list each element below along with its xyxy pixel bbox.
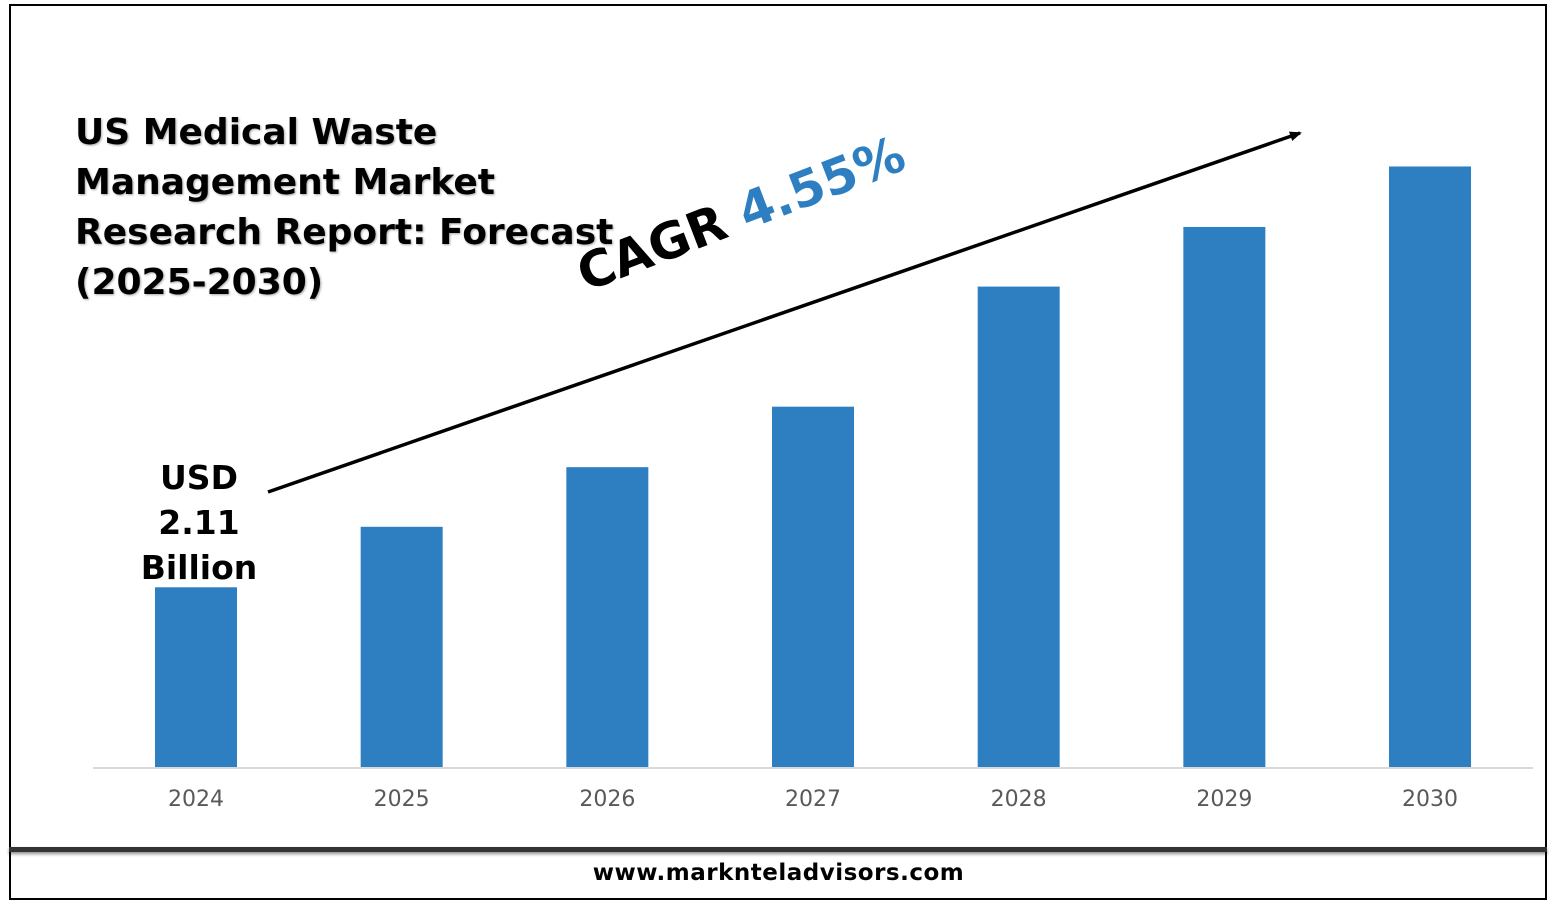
x-tick-label: 2030 <box>1402 787 1458 812</box>
bar-2024 <box>155 587 237 767</box>
x-tick-labels: 2024 2025 2026 2027 2028 2029 2030 <box>168 787 1458 812</box>
first-value-line: Billion <box>140 548 258 587</box>
footer-divider <box>9 847 1547 852</box>
x-tick-label: 2028 <box>991 787 1047 812</box>
bar-2030 <box>1389 166 1472 768</box>
bar-2028 <box>977 286 1060 767</box>
footer-url: www.marknteladvisors.com <box>592 860 965 886</box>
x-tick-label: 2024 <box>168 787 224 812</box>
first-value-line: 2.11 <box>158 503 240 542</box>
bars-group <box>155 166 1472 768</box>
x-tick-label: 2029 <box>1196 787 1252 812</box>
cagr-trend-arrow <box>267 131 1302 494</box>
bar-2029 <box>1183 226 1266 767</box>
x-tick-label: 2027 <box>785 787 841 812</box>
x-tick-label: 2026 <box>579 787 635 812</box>
bar-2026 <box>566 467 649 767</box>
bar-2027 <box>772 406 855 767</box>
bar-2025 <box>360 526 443 767</box>
first-value-line: USD <box>160 458 238 497</box>
x-tick-label: 2025 <box>374 787 430 812</box>
first-value-label: USD 2.11 Billion <box>118 455 280 590</box>
chart-title: US Medical Waste Management Market Resea… <box>75 112 614 303</box>
